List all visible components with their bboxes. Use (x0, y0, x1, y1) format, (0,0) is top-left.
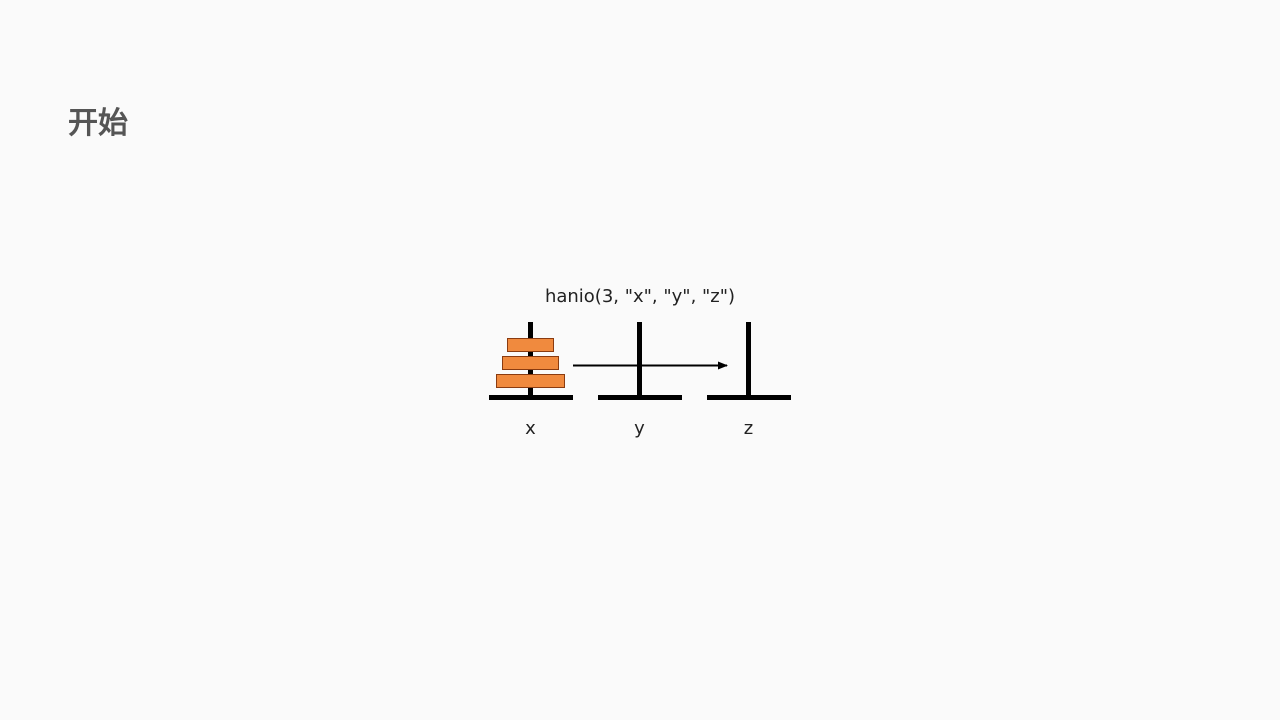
peg-label-y: y (634, 418, 645, 439)
disk-large (496, 374, 565, 388)
peg-z (707, 322, 791, 400)
disk-stack-x (496, 338, 565, 388)
disk-small (507, 338, 554, 352)
peg-label-z: z (743, 418, 754, 439)
peg-z-base (707, 395, 791, 400)
peg-z-pole (746, 322, 751, 398)
peg-y (598, 322, 682, 400)
peg-label-x: x (525, 418, 536, 439)
peg-x-base (489, 395, 573, 400)
peg-y-base (598, 395, 682, 400)
function-call-label: hanio(3, "x", "y", "z") (544, 286, 736, 307)
slide-title: 开始 (68, 106, 128, 141)
peg-y-pole (637, 322, 642, 398)
disk-medium (502, 356, 559, 370)
